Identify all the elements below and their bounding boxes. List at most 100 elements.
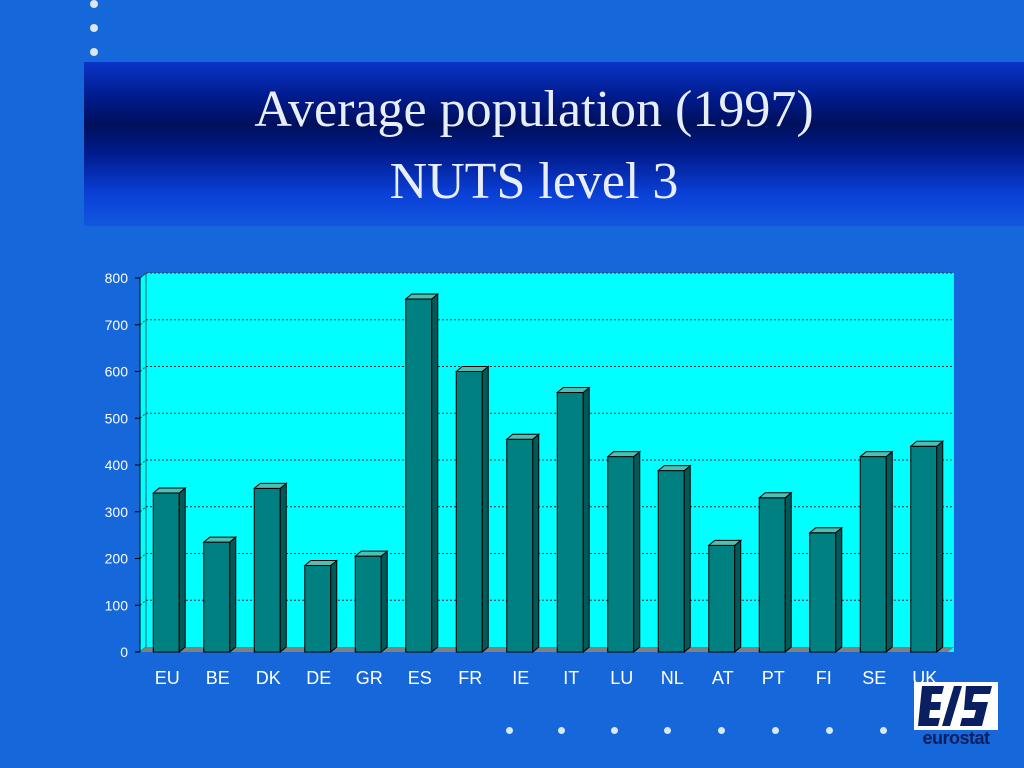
bar xyxy=(455,371,483,653)
x-tick-label: FR xyxy=(458,668,482,688)
bar-side xyxy=(380,550,388,654)
bar-side xyxy=(431,292,439,654)
x-tick-label: AT xyxy=(712,668,734,688)
eurostat-logo-text: eurostat xyxy=(922,728,990,748)
decorative-dot-icon xyxy=(718,727,725,734)
bar xyxy=(304,565,332,653)
bar-side xyxy=(178,486,186,654)
x-tick-label: IE xyxy=(512,668,529,688)
x-tick-label: BE xyxy=(206,668,230,688)
x-tick-label: IT xyxy=(563,668,579,688)
bar-side xyxy=(633,450,641,654)
bar xyxy=(203,541,231,653)
gridline-left xyxy=(139,553,147,559)
bar xyxy=(152,492,180,653)
bar-side xyxy=(481,365,489,654)
y-tick-label: 100 xyxy=(105,597,129,613)
bar-side xyxy=(229,536,237,654)
x-tick-label: GR xyxy=(356,668,383,688)
bar xyxy=(556,392,584,653)
decorative-dot-icon xyxy=(664,727,671,734)
bar-side xyxy=(734,539,742,654)
x-tick-label: NL xyxy=(661,668,684,688)
title-line-1: Average population (1997) xyxy=(254,81,814,138)
gridline-left xyxy=(139,272,147,279)
bar xyxy=(657,470,685,653)
decorative-dot-icon xyxy=(90,0,98,8)
bar-side xyxy=(582,386,590,654)
bar xyxy=(253,487,281,653)
eurostat-logo: eurostat xyxy=(910,682,1002,752)
y-tick-label: 0 xyxy=(120,644,128,660)
gridline-left xyxy=(139,599,147,606)
gridline-left xyxy=(139,366,147,372)
bar xyxy=(405,298,433,653)
plot-floor xyxy=(140,647,954,652)
gridline-left xyxy=(139,506,147,513)
bar-top xyxy=(909,440,945,447)
bar-top xyxy=(404,293,440,300)
bar-top xyxy=(202,536,238,543)
gridline-left xyxy=(139,459,147,466)
bar xyxy=(354,555,382,653)
bar xyxy=(708,544,736,653)
bar-top xyxy=(858,451,894,458)
bar-side xyxy=(784,491,792,654)
y-tick-label: 600 xyxy=(105,364,129,380)
y-tick-label: 300 xyxy=(105,504,129,520)
plot-left-wall xyxy=(139,271,147,654)
bar-side xyxy=(330,559,338,654)
decorative-dot-icon xyxy=(558,727,565,734)
bar-top xyxy=(252,482,288,489)
gridline-left xyxy=(139,319,147,326)
bar-top xyxy=(353,550,389,557)
bar-side xyxy=(683,464,691,654)
bar-top xyxy=(808,527,844,534)
bar-top xyxy=(303,560,339,567)
bar-side xyxy=(936,440,944,654)
decorative-dot-icon xyxy=(90,48,98,56)
x-tick-label: LU xyxy=(610,668,633,688)
bar xyxy=(910,445,938,653)
x-tick-label: ES xyxy=(408,668,432,688)
bar-top xyxy=(707,539,743,546)
bar xyxy=(506,438,534,653)
bar xyxy=(758,497,786,653)
bar-top xyxy=(555,387,591,394)
decorative-dot-icon xyxy=(90,24,98,32)
title-band xyxy=(84,62,1024,226)
bar-side xyxy=(885,450,893,654)
decorative-dot-icon xyxy=(880,727,887,734)
x-tick-label: DK xyxy=(256,668,281,688)
y-tick-label: 700 xyxy=(105,317,129,333)
y-tick-label: 800 xyxy=(105,270,129,286)
decorative-dot-icon xyxy=(826,727,833,734)
x-tick-label: EU xyxy=(155,668,180,688)
decorative-dot-icon xyxy=(506,727,513,734)
bar-top xyxy=(151,487,187,494)
bar-side xyxy=(279,482,287,654)
bar-side xyxy=(835,526,843,654)
decorative-dot-icon xyxy=(772,727,779,734)
bar xyxy=(859,456,887,653)
bar-top xyxy=(606,451,642,458)
y-tick-label: 200 xyxy=(105,551,129,567)
y-tick-label: 500 xyxy=(105,410,129,426)
title-line-2: NUTS level 3 xyxy=(389,153,679,210)
bar xyxy=(809,532,837,653)
x-tick-label: DE xyxy=(306,668,331,688)
decorative-dot-icon xyxy=(611,727,618,734)
y-tick-label: 400 xyxy=(105,457,129,473)
bar xyxy=(607,456,635,653)
x-tick-label: FI xyxy=(816,668,832,688)
bar-top xyxy=(505,433,541,440)
bar-side xyxy=(532,433,540,654)
gridline-left xyxy=(139,412,147,419)
bar-top xyxy=(757,492,793,499)
x-tick-label: PT xyxy=(762,668,785,688)
bar-top xyxy=(656,465,692,472)
page-title: Average population (1997) NUTS level 3 xyxy=(84,74,984,218)
x-tick-label: SE xyxy=(862,668,886,688)
bar-top xyxy=(454,366,490,372)
